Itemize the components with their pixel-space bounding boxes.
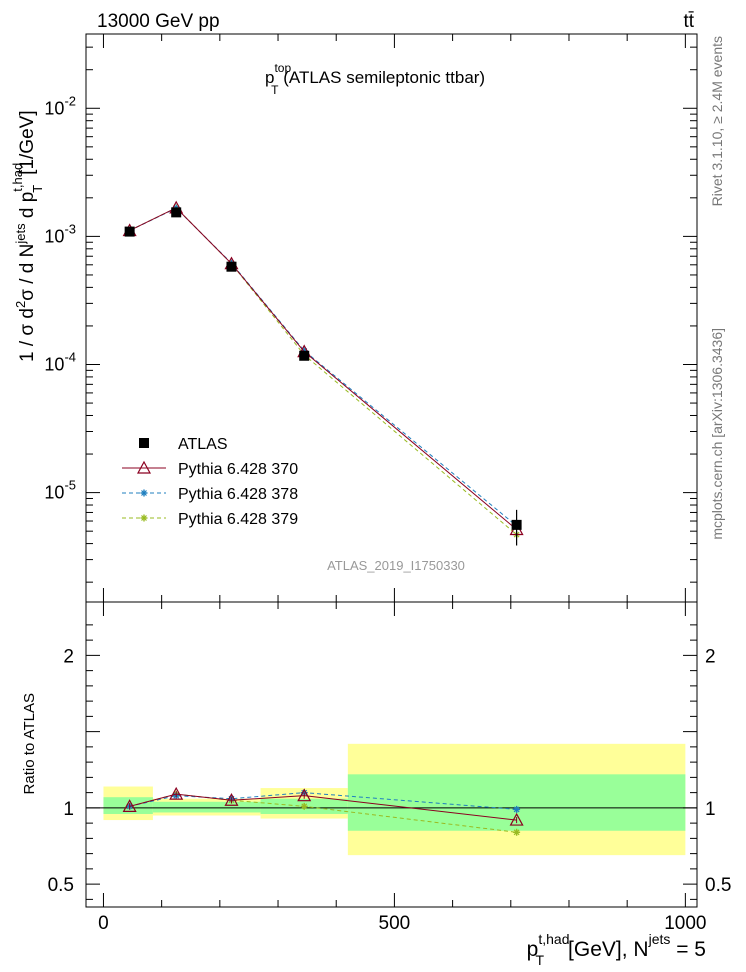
ratio-series-line-2 [129, 793, 517, 833]
legend-marker-1-d2 [141, 490, 147, 496]
legend-label-0: Pythia 6.428 370 [178, 461, 298, 478]
series-line-0 [129, 207, 517, 530]
mcplots-reference-label: mcplots.cern.ch [arXiv:1306.3436] [709, 328, 725, 540]
ratio-series-0-point-2 [224, 792, 239, 806]
y-tick-label: 10-2 [44, 93, 76, 118]
y-axis-label-ratio: Ratio to ATLAS [21, 693, 38, 794]
ratio-y-tick-label-right: 0.5 [705, 875, 731, 896]
header-collision-label: 13000 GeV pp [97, 11, 220, 32]
ratio-panel: 0 500 1000 0.5 0.5 1 1 2 2 [48, 601, 731, 934]
plot-title: ptop T (ATLAS semileptonic ttbar) [265, 61, 485, 97]
legend-marker-2 [140, 514, 148, 522]
rivet-version-label: Rivet 3.1.10, ≥ 2.4M events [709, 36, 725, 206]
legend-label-1: Pythia 6.428 378 [178, 486, 298, 503]
analysis-watermark: ATLAS_2019_I1750330 [327, 558, 465, 573]
legend-label-atlas: ATLAS [178, 436, 228, 453]
ratio-frame [85, 601, 698, 908]
y-axis-label-main: 1 / σ d2σ / d Njets d pt,had T[1/GeV] [10, 110, 45, 362]
header-process-label: tt̄ [683, 11, 694, 32]
x-tick-label: 1000 [664, 913, 706, 934]
ratio-y-tick-label: 0.5 [48, 875, 74, 896]
data-point-4 [511, 519, 522, 530]
y-tick-label: 10-5 [44, 478, 76, 503]
y-tick-label: 10-3 [44, 221, 76, 246]
data-point-3 [299, 350, 310, 361]
ratio-y-tick-label-right: 1 [705, 799, 716, 820]
ratio-y-tick-label: 1 [63, 799, 74, 820]
legend-label-2: Pythia 6.428 379 [178, 511, 298, 528]
ratio-y-tick-label: 2 [63, 646, 74, 667]
ratio-series-0-point-3 [297, 788, 312, 802]
y-tick-label: 10-4 [44, 349, 76, 374]
legend-marker-2-d2 [141, 515, 147, 521]
ratio-series-line-1 [129, 792, 517, 810]
ratio-series-0-point-1 [169, 786, 184, 800]
ratio-series-0-point-0 [122, 799, 137, 812]
x-axis-label: pt,had T [GeV], Njets = 5 [527, 931, 706, 968]
data-point-0 [124, 226, 135, 237]
data-point-1 [171, 207, 182, 218]
legend-marker-1 [140, 489, 148, 497]
series-line-2 [129, 207, 517, 535]
legend-marker-0 [136, 460, 152, 474]
x-tick-label: 0 [98, 913, 109, 934]
legend-marker-atlas [139, 438, 149, 448]
ratio-series-0-point-4 [509, 812, 524, 826]
ratio-y-tick-label-right: 2 [705, 646, 716, 667]
data-point-2 [226, 261, 237, 272]
ratio-band-stat-1 [152, 801, 261, 813]
x-tick-label: 500 [379, 913, 411, 934]
legend: ATLAS Pythia 6.428 370 Pythia 6.428 378 Pyt… [122, 436, 298, 528]
